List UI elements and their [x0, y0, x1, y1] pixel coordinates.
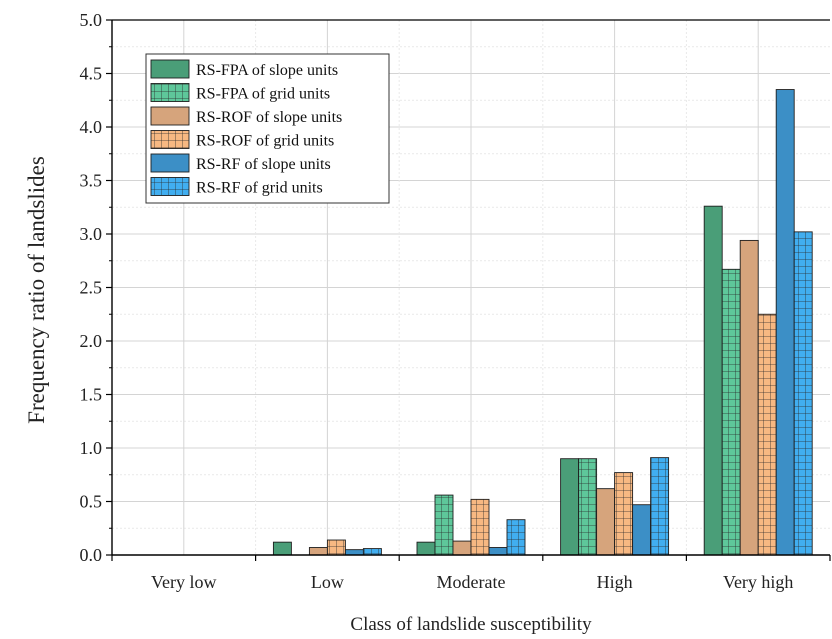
- bar: [470, 498, 490, 556]
- bar: [632, 504, 652, 556]
- y-tick-label: 1.5: [80, 385, 103, 405]
- bar: [308, 547, 328, 556]
- y-tick-label: 0.5: [80, 492, 103, 512]
- legend-entry-label: RS-ROF of slope units: [196, 109, 342, 126]
- legend: RS-FPA of slope units RS-FPA of grid unit…: [145, 53, 390, 204]
- legend-entry-label: RS-FPA of slope units: [196, 62, 338, 79]
- bar: [326, 539, 346, 556]
- bar: [650, 457, 670, 556]
- bar: [488, 547, 508, 556]
- y-tick-label: 2.0: [80, 331, 103, 351]
- legend-entry-label: RS-RF of grid units: [196, 180, 323, 197]
- legend-swatch: [150, 83, 190, 102]
- y-tick-label: 4.5: [80, 64, 103, 84]
- bar: [416, 541, 436, 556]
- x-tick-label: High: [597, 572, 633, 592]
- x-tick-label: Moderate: [437, 572, 506, 592]
- bar: [452, 540, 472, 556]
- bar: [434, 494, 454, 556]
- bar: [362, 548, 382, 556]
- legend-swatch: [150, 177, 190, 196]
- bar: [721, 268, 741, 556]
- legend-swatch: [150, 153, 190, 173]
- legend-swatch: [150, 130, 190, 149]
- y-tick-label: 4.0: [80, 117, 103, 137]
- bar: [578, 458, 598, 556]
- bar: [560, 458, 580, 556]
- legend-entry-label: RS-RF of slope units: [196, 156, 331, 173]
- y-tick-label: 5.0: [80, 10, 103, 30]
- bar: [506, 519, 526, 556]
- y-tick-label: 2.5: [80, 278, 103, 298]
- bar: [793, 231, 813, 556]
- x-tick-label: Very low: [151, 572, 217, 592]
- bar: [775, 89, 795, 556]
- x-tick-label: Very high: [723, 572, 794, 592]
- bar: [596, 488, 616, 556]
- bar: [272, 541, 292, 556]
- y-axis-title: Frequency ratio of landslides: [24, 156, 49, 424]
- y-tick-label: 3.5: [80, 171, 103, 191]
- x-axis-title: Class of landslide susceptibility: [350, 614, 592, 635]
- bar: [739, 239, 759, 556]
- x-tick-label: Low: [311, 572, 344, 592]
- y-tick-label: 1.0: [80, 438, 103, 458]
- legend-entry-label: RS-ROF of grid units: [196, 133, 334, 150]
- legend-entry-label: RS-FPA of grid units: [196, 86, 330, 103]
- legend-swatch: [150, 59, 190, 79]
- y-tick-label: 3.0: [80, 224, 103, 244]
- legend-swatch: [150, 106, 190, 126]
- bar: [757, 313, 777, 556]
- bars-layer: [272, 89, 813, 556]
- bar: [614, 472, 634, 556]
- y-tick-label: 0.0: [80, 545, 103, 565]
- axes-layer: Very low Low Moderate High Very high 0.0 0.5 1.…: [80, 10, 831, 592]
- bar: [703, 205, 723, 556]
- bar: [344, 549, 364, 556]
